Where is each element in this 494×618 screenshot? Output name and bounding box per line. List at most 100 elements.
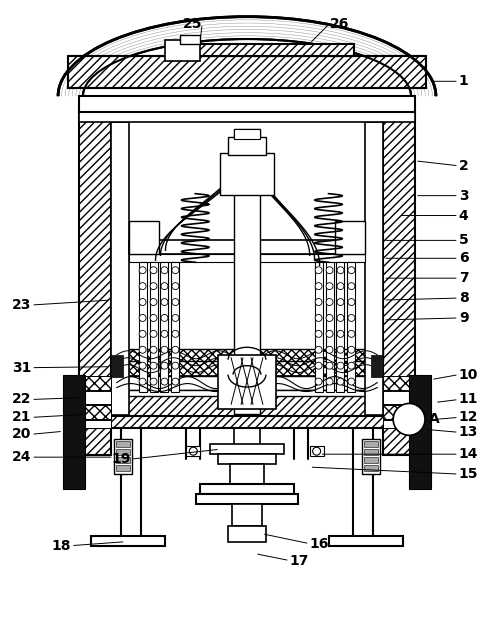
Bar	[111, 376, 236, 389]
Circle shape	[150, 362, 157, 369]
Circle shape	[337, 282, 344, 290]
Circle shape	[172, 362, 179, 369]
Bar	[326, 262, 333, 392]
Bar	[180, 43, 354, 56]
Circle shape	[315, 282, 322, 290]
Text: 14: 14	[459, 447, 478, 461]
Bar	[228, 137, 266, 155]
Bar	[114, 439, 132, 474]
Text: 31: 31	[12, 361, 31, 375]
Bar	[383, 376, 409, 389]
Bar	[180, 35, 200, 43]
Text: 8: 8	[459, 291, 468, 305]
Bar	[228, 526, 266, 542]
Text: 25: 25	[183, 17, 202, 31]
Circle shape	[139, 378, 146, 385]
Bar	[258, 389, 383, 396]
Bar	[234, 129, 260, 139]
Bar	[139, 262, 147, 392]
Bar	[258, 349, 383, 361]
Bar	[128, 240, 366, 255]
Text: 15: 15	[459, 467, 478, 481]
Text: 3: 3	[459, 188, 468, 203]
Circle shape	[326, 282, 333, 290]
Bar	[128, 255, 366, 262]
Text: A: A	[429, 412, 440, 426]
Bar	[383, 420, 409, 428]
Circle shape	[326, 331, 333, 337]
Circle shape	[161, 298, 168, 305]
Circle shape	[172, 346, 179, 353]
Text: 6: 6	[459, 252, 468, 265]
Circle shape	[348, 362, 355, 369]
Bar	[79, 417, 415, 428]
Bar	[329, 536, 403, 546]
Circle shape	[172, 378, 179, 385]
Circle shape	[172, 298, 179, 305]
Circle shape	[172, 315, 179, 321]
Bar	[210, 444, 284, 454]
Bar	[165, 40, 200, 61]
Bar	[335, 221, 366, 255]
Text: 4: 4	[459, 208, 468, 222]
Bar	[218, 355, 276, 410]
Bar	[150, 262, 158, 392]
Text: 13: 13	[459, 425, 478, 439]
Text: 5: 5	[459, 234, 468, 247]
Circle shape	[315, 378, 322, 385]
Bar	[68, 56, 426, 88]
Bar	[85, 405, 111, 420]
Bar	[116, 449, 129, 455]
Circle shape	[326, 298, 333, 305]
Circle shape	[150, 267, 157, 274]
Circle shape	[337, 362, 344, 369]
Bar	[234, 129, 260, 415]
Circle shape	[326, 346, 333, 353]
Bar	[116, 457, 129, 463]
Bar	[111, 389, 236, 396]
Circle shape	[161, 346, 168, 353]
Bar	[85, 391, 111, 404]
Text: 7: 7	[459, 271, 468, 285]
Circle shape	[161, 362, 168, 369]
Circle shape	[315, 267, 322, 274]
Bar	[186, 446, 200, 456]
Text: 1: 1	[459, 74, 468, 88]
Bar	[365, 449, 378, 455]
Circle shape	[313, 447, 321, 455]
Bar	[365, 441, 378, 447]
Bar	[365, 465, 378, 471]
Bar	[171, 262, 179, 392]
Circle shape	[348, 282, 355, 290]
Circle shape	[139, 282, 146, 290]
Bar	[79, 112, 111, 455]
Circle shape	[150, 346, 157, 353]
Circle shape	[161, 331, 168, 337]
Text: 20: 20	[12, 427, 31, 441]
Circle shape	[348, 315, 355, 321]
Circle shape	[139, 362, 146, 369]
Circle shape	[161, 267, 168, 274]
Bar	[220, 153, 274, 195]
Bar	[85, 420, 111, 428]
Circle shape	[161, 282, 168, 290]
Bar	[85, 376, 111, 389]
Circle shape	[337, 378, 344, 385]
Circle shape	[150, 331, 157, 337]
Circle shape	[348, 298, 355, 305]
Text: 17: 17	[290, 554, 309, 567]
Bar	[116, 441, 129, 447]
Bar	[371, 355, 383, 376]
Bar	[79, 112, 415, 122]
Text: 10: 10	[459, 368, 478, 382]
Bar	[111, 394, 383, 417]
Text: 23: 23	[12, 298, 31, 312]
Circle shape	[139, 315, 146, 321]
Circle shape	[348, 378, 355, 385]
Bar	[232, 504, 262, 526]
Bar	[310, 446, 324, 456]
Circle shape	[337, 267, 344, 274]
Bar	[347, 262, 355, 392]
Bar	[63, 375, 85, 489]
Circle shape	[189, 447, 197, 455]
